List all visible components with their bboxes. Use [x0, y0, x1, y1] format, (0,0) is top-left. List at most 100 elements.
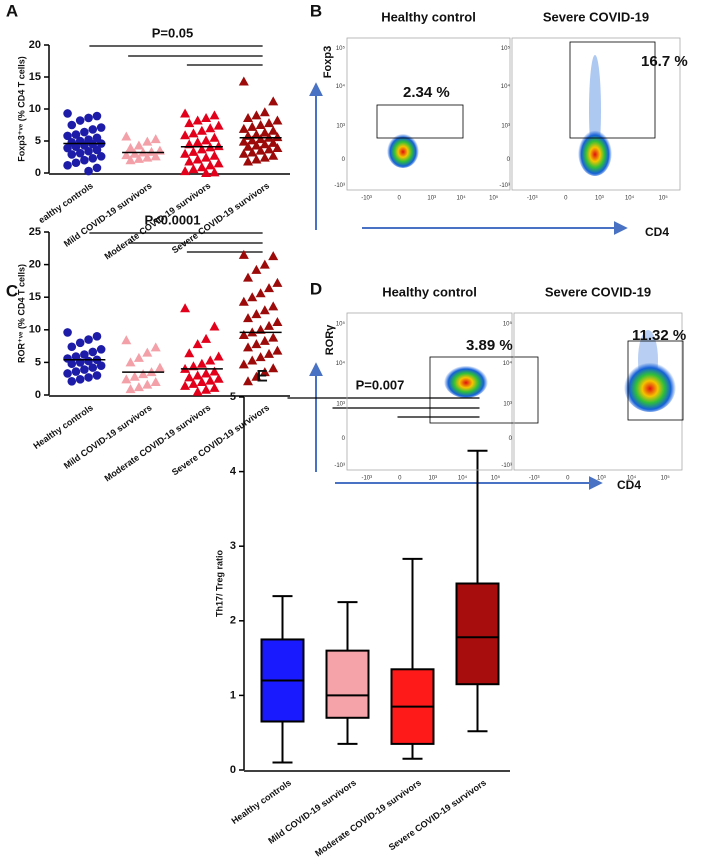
gate	[569, 41, 656, 139]
data-point	[213, 141, 224, 151]
y-tick-label: 5	[35, 135, 41, 147]
data-point	[84, 356, 93, 366]
data-point	[188, 146, 199, 156]
data-point	[188, 378, 199, 388]
chart-title: P<0.0001	[144, 212, 200, 227]
data-point	[272, 316, 283, 326]
x-tick-label: -10³	[361, 476, 372, 482]
data-point	[80, 127, 89, 137]
x-tick-label: 10³	[428, 476, 437, 482]
data-point	[238, 249, 249, 259]
data-point	[192, 154, 203, 164]
data-point	[196, 358, 207, 368]
panel-label: D	[310, 279, 322, 298]
data-point	[243, 313, 254, 323]
data-point	[209, 132, 220, 142]
y-tick-label: 10⁵	[503, 321, 513, 328]
data-point	[80, 155, 89, 165]
y-tick-label: -10³	[334, 183, 345, 189]
x-tick-label: 10⁴	[627, 475, 637, 482]
gate	[429, 356, 539, 424]
data-point	[192, 115, 203, 125]
box	[455, 582, 500, 686]
data-point	[251, 309, 262, 319]
data-point	[96, 361, 106, 370]
data-point	[255, 134, 266, 144]
data-point	[251, 371, 262, 381]
y-tick-label: -10³	[334, 463, 345, 469]
y-tick-label: 10⁵	[336, 45, 346, 52]
data-point	[80, 365, 89, 374]
data-point	[92, 111, 102, 121]
data-point	[67, 120, 77, 130]
data-point	[243, 342, 254, 352]
data-point	[125, 143, 136, 153]
data-point	[63, 369, 72, 378]
x-tick-label: Healthy controls	[31, 402, 94, 451]
data-point	[264, 118, 275, 128]
y-tick-label: 0	[342, 436, 346, 442]
data-point	[184, 139, 195, 149]
data-point	[184, 156, 195, 166]
y-tick-label: 0	[507, 157, 511, 163]
y-tick-label: 0	[35, 167, 41, 179]
data-point	[255, 288, 266, 298]
data-point	[247, 147, 258, 157]
data-point	[268, 332, 279, 342]
data-point	[92, 145, 102, 155]
data-point	[67, 359, 77, 369]
x-tick-label: Severe COVID-19 survivors	[170, 402, 271, 477]
data-point	[180, 166, 191, 176]
x-tick-label: 10³	[595, 196, 604, 202]
panel-label: C	[6, 281, 18, 300]
plot-title: Healthy control	[382, 284, 477, 299]
data-point	[125, 357, 136, 367]
data-point	[247, 121, 258, 131]
data-point	[247, 355, 258, 365]
data-point	[180, 380, 191, 390]
data-point	[80, 350, 89, 359]
data-point	[142, 379, 153, 389]
data-point	[138, 369, 149, 379]
data-point	[201, 168, 212, 177]
y-tick-label: 5	[35, 356, 41, 368]
data-point	[213, 373, 224, 383]
data-point	[63, 328, 72, 337]
data-point	[205, 160, 216, 170]
data-point	[71, 367, 81, 376]
x-tick-label: 10³	[427, 196, 436, 202]
data-point	[71, 158, 81, 168]
data-point	[180, 108, 191, 118]
data-point	[255, 145, 266, 155]
data-point	[209, 150, 220, 160]
data-point	[259, 305, 270, 315]
data-point	[71, 130, 81, 139]
data-point	[205, 355, 216, 365]
x-tick-label: 10⁵	[491, 475, 501, 482]
data-point	[259, 335, 270, 345]
data-point	[196, 144, 207, 154]
y-tick-label: 10⁴	[336, 360, 346, 367]
x-tick-label: 10³	[597, 476, 606, 482]
data-point	[247, 292, 258, 302]
data-point	[180, 303, 191, 313]
data-point	[75, 148, 85, 158]
y-tick-label: 10³	[503, 402, 512, 408]
data-point	[96, 123, 106, 132]
y-tick-label: 10	[29, 103, 41, 115]
data-point	[251, 140, 262, 150]
data-point	[243, 112, 254, 122]
y-axis-label: RORγ	[324, 324, 336, 355]
y-tick-label: 3	[230, 540, 236, 552]
data-point	[88, 125, 98, 134]
data-point	[259, 367, 270, 377]
data-point	[251, 339, 262, 349]
gate	[376, 104, 464, 139]
data-point	[129, 371, 140, 381]
data-point	[75, 116, 85, 125]
data-point	[184, 348, 195, 358]
data-point	[213, 120, 224, 130]
data-point	[150, 134, 161, 144]
x-tick-label: 0	[397, 196, 401, 202]
